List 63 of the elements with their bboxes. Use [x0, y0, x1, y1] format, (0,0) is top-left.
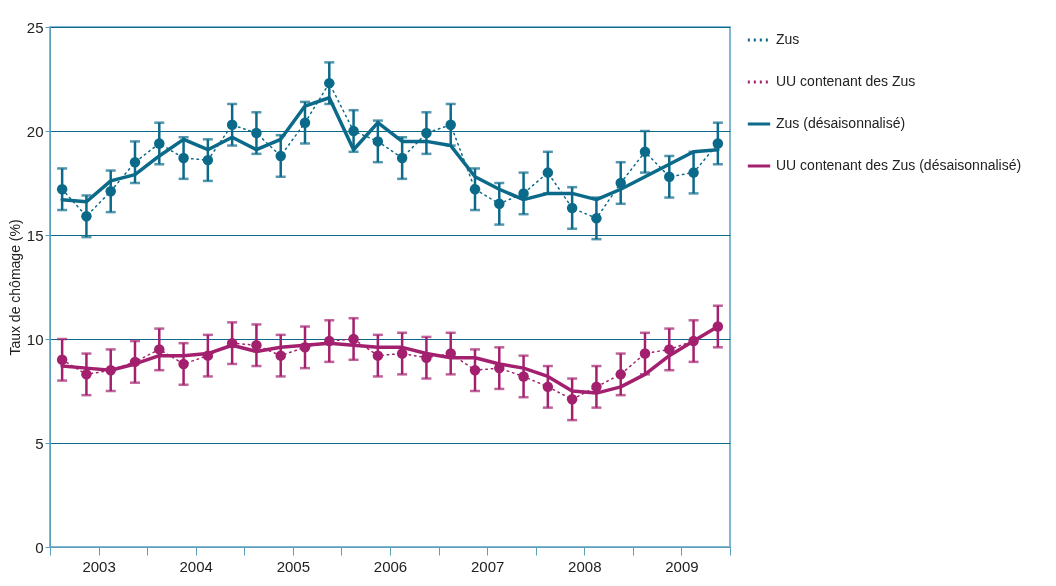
point	[518, 188, 529, 199]
point	[154, 138, 165, 149]
point	[178, 152, 189, 164]
point	[615, 369, 626, 380]
point	[615, 177, 626, 189]
y-tick-label: 20	[26, 122, 44, 140]
point	[154, 344, 165, 355]
point	[372, 136, 384, 147]
point	[129, 156, 141, 168]
x-tick-label: 2005	[276, 557, 311, 575]
point	[566, 394, 578, 405]
point	[81, 369, 92, 380]
legend-label: UU contenant des Zus	[776, 73, 916, 89]
y-tick-label: 15	[26, 226, 44, 244]
point	[469, 184, 481, 195]
legend-label: Zus (désaisonnalisé)	[776, 115, 906, 131]
point	[518, 371, 529, 382]
point	[639, 348, 651, 359]
point	[275, 150, 286, 162]
point	[251, 340, 262, 351]
x-tick-label: 2003	[82, 557, 116, 575]
point	[251, 127, 262, 139]
x-tick-label: 2006	[373, 557, 408, 575]
y-tick-label: 25	[26, 18, 44, 36]
x-tick-label: 2009	[665, 557, 699, 575]
point	[664, 171, 675, 182]
y-tick-label: 0	[35, 538, 44, 556]
point	[639, 146, 651, 158]
point	[105, 186, 116, 197]
point	[275, 350, 286, 361]
x-tick-label: 2008	[568, 557, 602, 575]
legend-label: UU contenant des Zus (désaisonnalisé)	[776, 157, 1022, 173]
point	[664, 344, 675, 355]
point	[372, 350, 384, 361]
point	[348, 125, 359, 137]
point	[324, 77, 335, 89]
point	[688, 167, 699, 178]
point	[56, 184, 68, 195]
y-tick-label: 5	[35, 434, 44, 452]
y-axis-title: Taux de chômage (%)	[6, 219, 23, 356]
point	[712, 138, 724, 149]
point	[396, 348, 408, 359]
point	[396, 152, 408, 164]
point	[81, 211, 92, 222]
point	[56, 354, 68, 366]
point	[469, 364, 481, 376]
point	[202, 154, 214, 166]
x-tick-label: 2007	[470, 557, 505, 575]
x-tick-label: 2004	[179, 557, 213, 575]
point	[591, 381, 602, 393]
point	[226, 119, 238, 130]
legend-label: Zus	[776, 31, 800, 47]
point	[445, 119, 456, 130]
point	[348, 333, 359, 345]
point	[566, 202, 578, 214]
point	[494, 198, 505, 210]
point	[542, 167, 554, 178]
point	[178, 358, 189, 370]
point	[542, 381, 554, 393]
y-tick-label: 10	[26, 330, 44, 348]
point	[591, 213, 602, 224]
point	[299, 117, 311, 128]
point	[421, 127, 432, 139]
